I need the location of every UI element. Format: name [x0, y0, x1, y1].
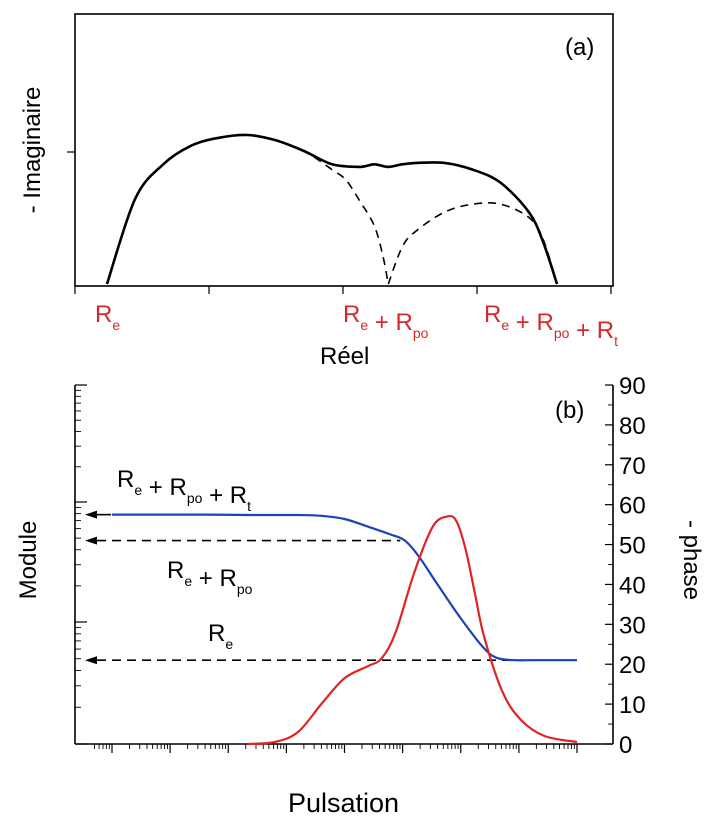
panel-a-label: (a) [565, 34, 594, 61]
annotation-arrowhead [85, 510, 97, 519]
module-curve [112, 513, 577, 662]
right-tick-label: 60 [619, 493, 646, 520]
right-tick-label: 90 [619, 373, 646, 400]
annotation-arrowhead [85, 656, 97, 665]
impedance-arc-dashed-1 [275, 139, 390, 285]
panel-a-marker-labels: Re Re + Rpo Re + Rpo + Rt [95, 301, 618, 349]
right-tick-label: 10 [619, 692, 646, 719]
annotation-label: Re + Rpo [167, 557, 253, 597]
panel-b-annotations: Re + Rpo + Rt Re + Rpo Re [85, 466, 577, 665]
annotation-arrowhead [85, 536, 97, 545]
panel-b-bottom-ticks [94, 744, 578, 753]
panel-b-left-ticks [75, 384, 87, 745]
right-tick-label: 80 [619, 413, 646, 440]
panel-a: (a) Réel - Imaginaire Re Re + Rpo Re + Rpo… [19, 13, 618, 370]
panel-a-frame [74, 13, 614, 287]
right-tick-label: 40 [619, 572, 646, 599]
right-tick-label: 20 [619, 652, 646, 679]
annotation-label: Re [208, 620, 233, 652]
panel-b-label: (b) [555, 397, 584, 424]
x-marker-label: Re [95, 301, 120, 333]
impedance-arc-dashed-2 [387, 202, 558, 285]
panel-b-ylabel-right: - phase [678, 520, 704, 600]
phase-curve [246, 514, 578, 746]
panel-b-curves [112, 513, 578, 746]
panel-b-xlabel: Pulsation [288, 788, 399, 818]
right-tick-label: 70 [619, 453, 646, 480]
panel-b-right-ticks: 0 10 20 30 40 50 60 70 80 90 [605, 373, 646, 759]
panel-a-curves [105, 133, 559, 285]
panel-a-ylabel: - Imaginaire [19, 87, 46, 214]
x-marker-label: Re + Rpo [343, 301, 429, 341]
impedance-arc-solid [105, 133, 559, 285]
right-tick-label: 30 [619, 612, 646, 639]
annotation-label: Re + Rpo + Rt [117, 466, 251, 514]
panel-a-xlabel: Réel [320, 343, 369, 370]
panel-b-ylabel-left: Module [15, 521, 42, 600]
right-tick-label: 50 [619, 533, 646, 560]
right-tick-label: 0 [619, 732, 632, 759]
x-marker-label: Re + Rpo + Rt [484, 301, 618, 349]
